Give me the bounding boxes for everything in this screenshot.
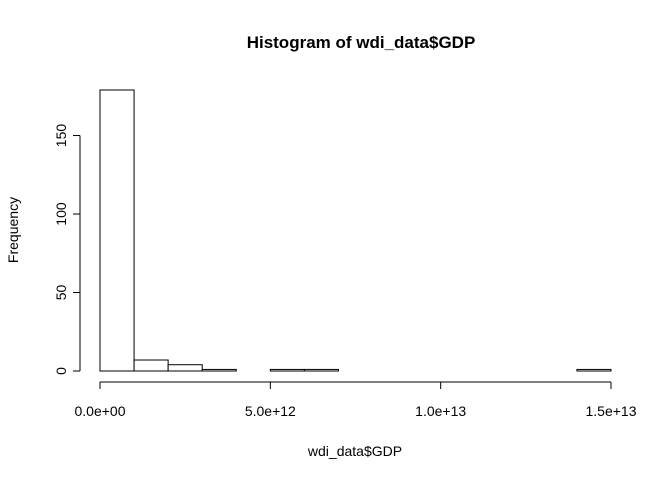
y-tick-label: 100: [53, 202, 69, 226]
x-tick-label: 1.0e+13: [415, 403, 466, 419]
histogram-bar: [303, 368, 339, 372]
histogram-bar: [576, 368, 612, 372]
y-axis: 0 50 100 150: [53, 124, 81, 375]
y-tick-label: 150: [53, 124, 69, 148]
chart-title: Histogram of wdi_data$GDP: [247, 33, 476, 52]
histogram-bar: [201, 368, 237, 372]
histogram-bar: [167, 364, 203, 372]
histogram-bar: [269, 368, 305, 372]
histogram-bar: [133, 359, 169, 372]
histogram-bars: [99, 89, 612, 372]
x-tick-label: 1.5e+13: [586, 403, 637, 419]
y-axis-label: Frequency: [5, 197, 21, 263]
histogram-bar: [99, 89, 135, 372]
x-axis: 0.0e+00 5.0e+12 1.0e+13 1.5e+13: [75, 381, 637, 419]
y-tick-label: 50: [53, 285, 69, 301]
x-tick-label: 0.0e+00: [75, 403, 126, 419]
x-tick-label: 5.0e+12: [245, 403, 296, 419]
x-axis-label: wdi_data$GDP: [307, 443, 402, 459]
y-tick-label: 0: [53, 367, 69, 375]
